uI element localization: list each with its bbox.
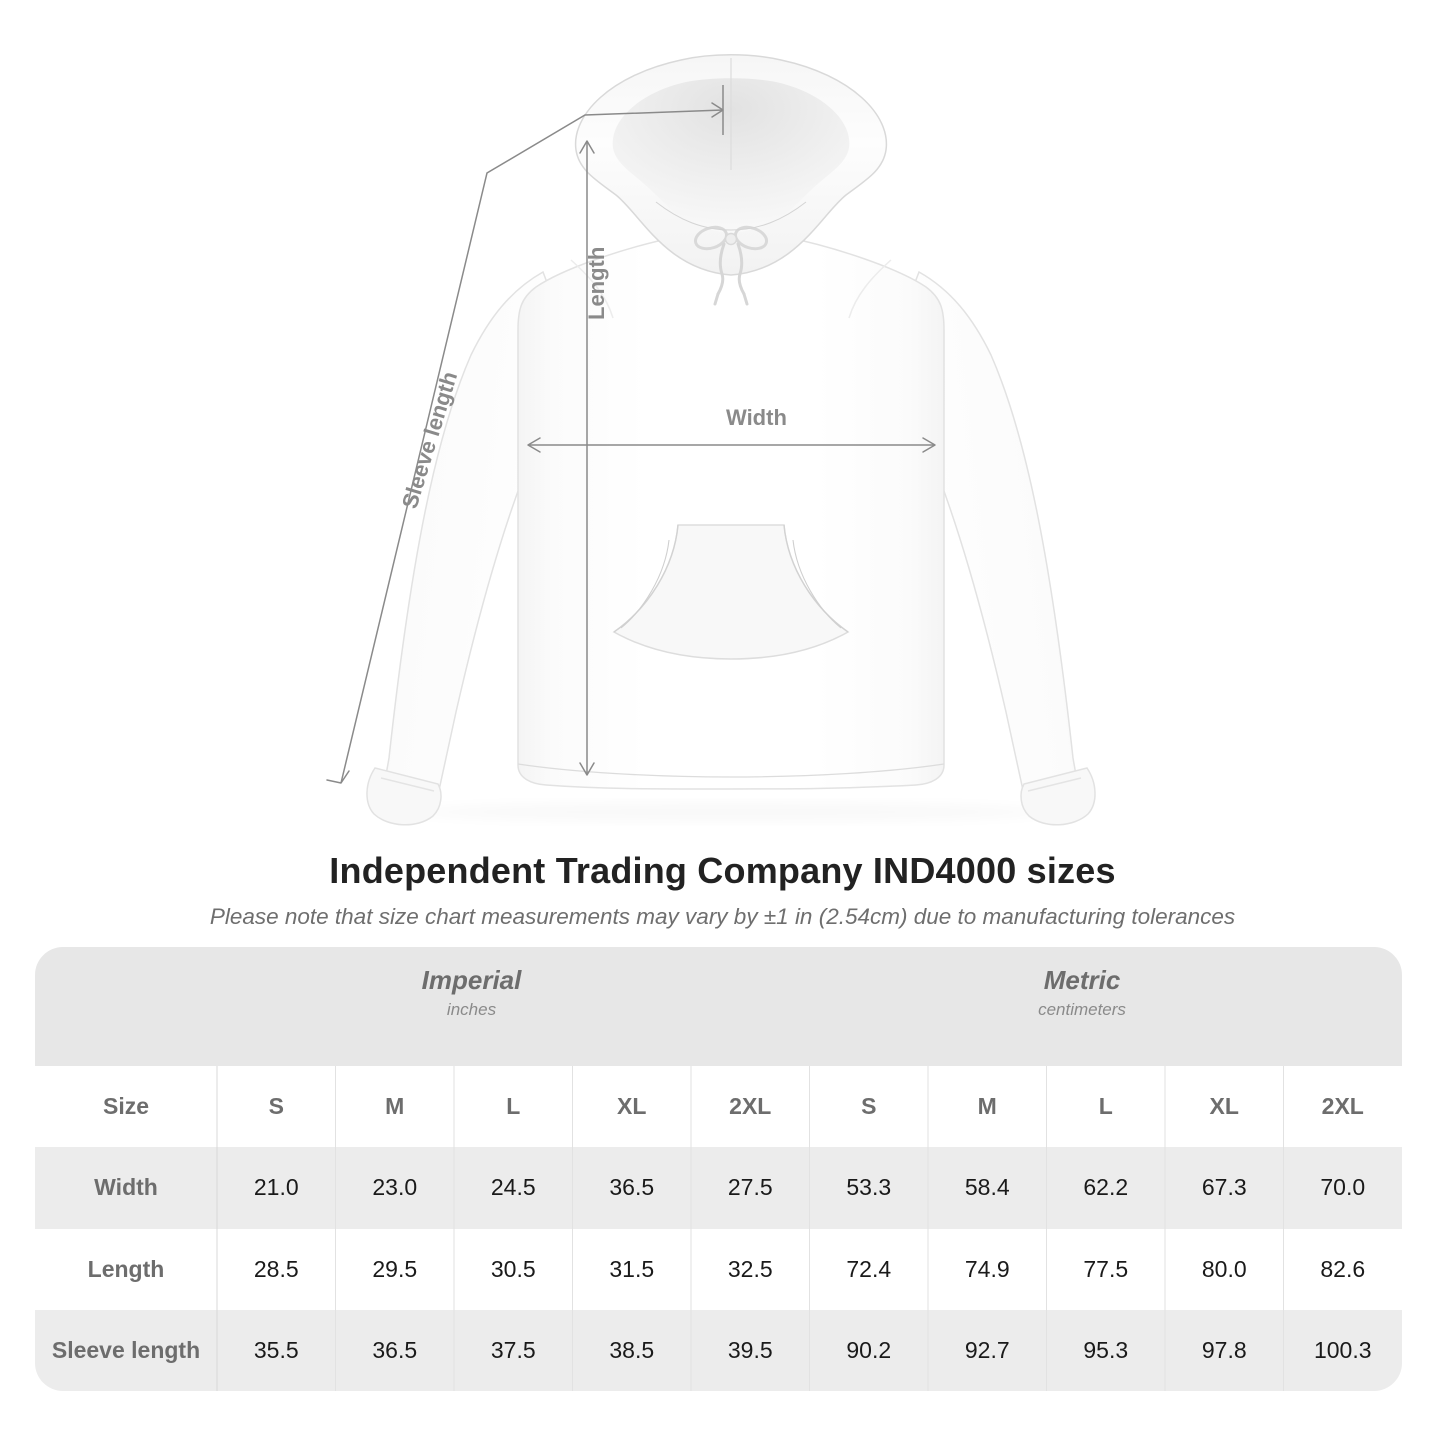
svg-text:Width: Width	[726, 405, 787, 430]
svg-text:Length: Length	[584, 247, 609, 320]
